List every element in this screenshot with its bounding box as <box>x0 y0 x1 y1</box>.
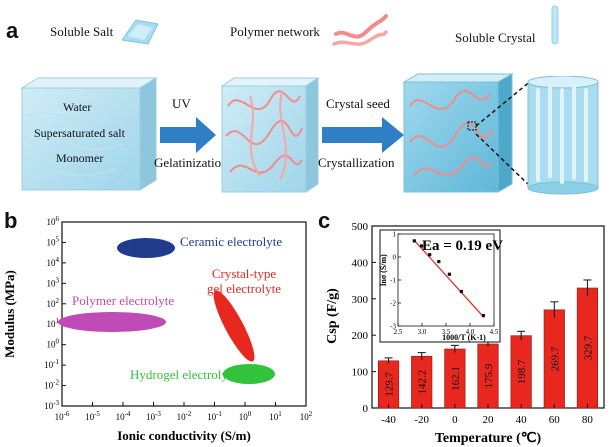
panel-c-letter: c <box>318 208 331 233</box>
inset-ytick-label: -3 <box>390 323 396 331</box>
inset-ytick-label: 1 <box>393 231 397 239</box>
c-xtick-label: 0 <box>452 414 458 426</box>
crystal-zoom-cylinder <box>527 76 599 195</box>
c-xtick-label: 80 <box>582 414 594 426</box>
b-ytick-label: 101 <box>47 317 60 329</box>
c-value-label: 269.7 <box>549 346 561 371</box>
inset-xlabel: 1000/T (K-1) <box>442 333 486 342</box>
ceramic-label: Ceramic electrolyte <box>180 234 282 249</box>
b-ytick-label: 104 <box>47 256 60 268</box>
arrow1-top-label: UV <box>172 96 191 111</box>
polymer-region <box>58 312 166 332</box>
c-xtick-label: -40 <box>381 414 396 426</box>
inset-point <box>481 314 486 318</box>
precursor-cube <box>20 77 158 191</box>
soluble-salt-icon <box>121 19 159 45</box>
c-ytick-label: 100 <box>352 367 369 379</box>
c-value-label: 162.1 <box>450 366 462 391</box>
b-xtick-label: 100 <box>239 410 252 422</box>
panel-c-ylabel: Csp (F/g) <box>325 288 340 344</box>
inset-ylabel: lnσ (S/m) <box>379 254 388 286</box>
panel-a-letter: a <box>6 18 19 43</box>
inset-xtick-label: 4.0 <box>466 328 475 336</box>
panel-b-chart: 10-6 10-5 10-4 10-3 10-2 10-1 100 101 102 10-3 10-… <box>2 216 313 443</box>
inset-point <box>459 289 463 294</box>
ceramic-region <box>117 238 175 258</box>
legend-soluble-salt-label: Soluble Salt <box>50 24 114 39</box>
zoom-connector-lines <box>475 79 533 189</box>
b-ytick-label: 10-3 <box>44 399 59 411</box>
crystal-label-line2: gel electrolyte <box>207 281 281 296</box>
crystal-label-line1: Crystal-type <box>212 266 276 281</box>
b-xtick-label: 101 <box>269 410 282 422</box>
c-value-label: 129.7 <box>384 372 396 397</box>
b-ytick-label: 10-1 <box>44 358 59 370</box>
inset-xtick-label: 4.5 <box>490 328 499 336</box>
arrow1-bottom-label: Gelatinization <box>154 155 228 170</box>
c-ytick-label: 0 <box>363 403 369 415</box>
c-ytick-label: 400 <box>352 257 369 269</box>
c-xtick-label: 20 <box>483 414 495 426</box>
box-text-salt: Supersaturated salt <box>34 126 125 140</box>
b-ytick-label: 105 <box>47 235 60 247</box>
c-value-label: 142.2 <box>417 370 429 395</box>
arrow2-bottom-label: Crystallization <box>318 155 395 170</box>
b-xtick-label: 102 <box>300 410 313 422</box>
b-ytick-label: 102 <box>47 297 60 309</box>
c-xtick-label: -20 <box>414 414 429 426</box>
inset-ytick-label: -1 <box>390 277 396 285</box>
c-xtick-label: 60 <box>549 414 561 426</box>
b-xtick-label: 10-5 <box>85 410 100 422</box>
inset-xtick-label: 2.5 <box>394 328 403 336</box>
panel-b-ylabel: Modulus (MPa) <box>2 270 17 358</box>
panel-c-chart: 0100200300400500-40129.7-20142.20162.120… <box>325 221 605 446</box>
inset-point <box>419 244 424 248</box>
inset-xtick-label: 3.0 <box>418 328 427 336</box>
polymer-label: Polymer electrolyte <box>72 293 174 308</box>
c-ytick-label: 200 <box>352 330 369 342</box>
inset-point <box>428 253 432 257</box>
crystal-seed-arrow-icon <box>322 117 404 153</box>
polymer-network-icon <box>332 14 388 46</box>
box-text-water: Water <box>63 100 92 114</box>
b-ytick-label: 103 <box>47 276 60 288</box>
inset-box <box>379 229 501 343</box>
inset-point <box>437 260 441 264</box>
b-ytick-label: 106 <box>47 216 60 227</box>
b-ytick-label: 10-2 <box>44 379 59 391</box>
c-value-label: 198.7 <box>516 359 528 384</box>
inset-xtick-label: 3.5 <box>442 328 451 336</box>
hydrogel-region <box>223 364 275 384</box>
inset-point <box>412 239 416 243</box>
crystal-gel-region <box>213 290 255 362</box>
b-xtick-label: 10-3 <box>146 410 161 422</box>
soluble-crystal-icon <box>551 5 559 45</box>
b-xtick-label: 10-1 <box>207 410 222 422</box>
c-value-label: 329.7 <box>582 335 594 360</box>
arrow2-top-label: Crystal seed <box>326 96 390 111</box>
c-xtick-label: 40 <box>516 414 528 426</box>
panel-c-xlabel: Temperature (℃) <box>435 431 542 446</box>
inset-point <box>447 272 451 276</box>
panel-b-xlabel: Ionic conductivity (S/m) <box>117 428 251 443</box>
b-xtick-label: 10-6 <box>55 410 70 422</box>
legend-soluble-crystal-label: Soluble Crystal <box>455 30 536 45</box>
crystal-gel-cube <box>402 73 514 193</box>
inset-ytick-label: -2 <box>390 300 396 308</box>
uv-arrow-icon <box>160 117 216 153</box>
hydrogel-label: Hydrogel electrolyte <box>130 367 237 382</box>
b-xtick-label: 10-2 <box>177 410 192 422</box>
c-value-label: 175.9 <box>483 363 495 388</box>
b-ytick-label: 100 <box>47 338 60 350</box>
inset-title: Ea = 0.19 eV <box>422 238 503 254</box>
inset-fit-line <box>413 240 484 318</box>
gel-cube <box>220 77 320 193</box>
inset-ytick-label: 0 <box>393 254 397 262</box>
panel-b-letter: b <box>4 208 18 233</box>
c-ytick-label: 300 <box>352 294 369 306</box>
c-ytick-label: 500 <box>352 221 369 233</box>
b-xtick-label: 10-4 <box>116 410 131 422</box>
box-text-monomer: Monomer <box>56 151 104 165</box>
legend-polymer-network-label: Polymer network <box>230 24 320 39</box>
